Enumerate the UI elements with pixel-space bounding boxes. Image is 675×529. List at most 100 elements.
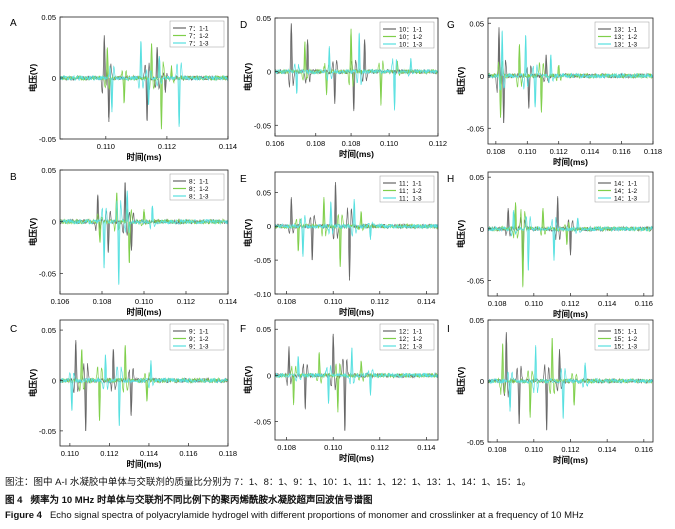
legend: 10：1-110：1-210：1-3 [379, 21, 435, 49]
x-tick-label: 0.110 [135, 297, 153, 306]
series-line-3 [275, 200, 438, 256]
plot-frame [59, 319, 229, 447]
figure-note: 图注：图中 A-I 水凝胶中单体与交联剂的质量比分别为 7：1、8：1、9：1、… [5, 477, 532, 488]
series-line-2 [60, 346, 228, 421]
series-line-3 [275, 348, 438, 404]
series-line-2 [275, 353, 438, 411]
x-axis-label: 时间(ms) [127, 307, 162, 317]
y-tick-label: 0 [52, 376, 56, 385]
series-line-3 [60, 191, 228, 285]
figure-en-label: Figure 4 [5, 510, 42, 521]
y-tick-label: 0 [480, 225, 484, 234]
series-group [275, 182, 438, 281]
panel-label: B [10, 172, 17, 183]
x-tick-label: 0.114 [598, 445, 616, 454]
panel-label: A [10, 18, 17, 29]
y-tick-label: 0 [480, 72, 484, 81]
series-line-3 [60, 40, 228, 126]
figure-cn-label: 图 4 [5, 495, 23, 506]
legend-item: 10：1-1 [399, 27, 423, 34]
series-line-1 [60, 182, 228, 252]
y-axis-label: 电压(V) [28, 369, 38, 398]
series-group [488, 196, 653, 288]
series-line-1 [60, 341, 228, 431]
legend-item: 14：1-3 [614, 196, 638, 203]
series-group [488, 27, 653, 123]
series-group [275, 333, 438, 431]
y-tick-label: 0 [267, 222, 271, 231]
chart-panel-g: G 0.05 0 -0.05 0.108 0.110 0.112 0.114 0.116 0.11… [447, 17, 662, 167]
series-line-3 [488, 30, 653, 107]
y-tick-label: -0.05 [254, 418, 271, 427]
x-axis-label: 时间(ms) [553, 157, 588, 167]
x-tick-label: 0.112 [550, 147, 568, 156]
legend-item: 7：1-1 [189, 26, 209, 33]
x-tick-label: 0.114 [417, 297, 435, 306]
y-tick-label: 0 [267, 371, 271, 380]
legend-item: 11：1-1 [399, 181, 422, 188]
x-tick-label: 0.112 [177, 297, 195, 306]
x-tick-label: 0.114 [140, 449, 158, 458]
series-line-3 [488, 211, 653, 271]
legend-item: 15：1-3 [614, 344, 638, 351]
y-axis-label: 电压(V) [456, 220, 466, 249]
chart-panel-c: C 0.05 0 -0.05 0.110 0.112 0.114 0.116 0.118 时间(m… [10, 319, 237, 469]
figure-caption-en: Figure 4 Echo signal spectra of polyacryl… [5, 510, 584, 521]
plot-frame [274, 171, 439, 295]
series-line-2 [488, 45, 653, 117]
x-axis-label: 时间(ms) [339, 307, 374, 317]
y-axis-label: 电压(V) [28, 64, 38, 93]
series-group [60, 340, 228, 431]
chart-panel-f: F 0.05 0 -0.05 0.108 0.110 0.112 0.114 时间(ms) 电压(… [240, 319, 439, 463]
y-tick-label: 0.05 [41, 13, 56, 22]
y-tick-label: -0.05 [467, 277, 484, 286]
y-tick-label: 0.05 [256, 325, 271, 334]
legend-item: 8：1-2 [189, 186, 209, 193]
x-tick-label: 0.108 [488, 445, 507, 454]
figure-cn-text: 频率为 10 MHz 时单体与交联剂不同比例下的聚丙烯酰胺水凝胶超声回波信号谱图 [30, 495, 373, 506]
legend: 9：1-19：1-29：1-3 [169, 323, 225, 351]
y-tick-label: 0 [52, 218, 56, 227]
x-tick-label: 0.108 [277, 297, 296, 306]
x-axis-label: 时间(ms) [127, 152, 162, 162]
y-tick-label: -0.05 [254, 121, 271, 130]
series-line-3 [488, 345, 653, 419]
x-tick-label: 0.110 [525, 445, 543, 454]
legend-item: 9：1-1 [189, 329, 209, 336]
x-tick-label: 0.110 [97, 142, 115, 151]
series-group [488, 332, 653, 431]
x-axis-label: 时间(ms) [339, 149, 374, 159]
x-tick-label: 0.112 [561, 445, 579, 454]
y-tick-label: 0.05 [469, 19, 484, 28]
x-tick-label: 0.108 [486, 147, 505, 156]
figure-caption-cn: 图 4 频率为 10 MHz 时单体与交联剂不同比例下的聚丙烯酰胺水凝胶超声回波信… [5, 492, 372, 506]
x-tick-label: 0.112 [100, 449, 118, 458]
legend-item: 12：1-3 [399, 344, 423, 351]
x-tick-label: 0.106 [266, 139, 285, 148]
x-tick-label: 0.112 [429, 139, 447, 148]
y-tick-label: -0.05 [467, 438, 484, 447]
figure-svg: A 0.05 0 -0.05 0.110 0.112 0.114 时间(ms) 电压(V) 7：1… [10, 13, 662, 469]
legend-item: 11：1-2 [399, 188, 422, 195]
legend-item: 13：1-3 [614, 42, 638, 49]
legend-item: 14：1-2 [614, 188, 638, 195]
plot-frame [274, 319, 439, 441]
x-tick-label: 0.110 [61, 449, 79, 458]
y-axis-label: 电压(V) [456, 67, 466, 96]
chart-panel-a: A 0.05 0 -0.05 0.110 0.112 0.114 时间(ms) 电压(V) 7：1… [10, 13, 237, 162]
panel-label: E [240, 174, 247, 185]
x-tick-label: 0.108 [306, 139, 325, 148]
x-tick-label: 0.112 [371, 297, 389, 306]
chart-panel-h: H 0.05 0 -0.05 0.108 0.110 0.112 0.114 0.116 时间(m… [447, 171, 654, 319]
x-tick-label: 0.108 [277, 443, 296, 452]
x-tick-label: 0.116 [179, 449, 197, 458]
legend-item: 8：1-3 [189, 194, 209, 201]
chart-panel-b: B 0.05 0 -0.05 0.106 0.108 0.110 0.112 0.114 时间(m… [10, 166, 237, 317]
plot-frame [274, 17, 439, 137]
x-tick-label: 0.116 [635, 445, 653, 454]
x-axis-label: 时间(ms) [553, 309, 588, 319]
x-tick-label: 0.108 [488, 299, 507, 308]
x-tick-label: 0.108 [342, 139, 361, 148]
x-tick-label: 0.118 [644, 147, 662, 156]
series-group [275, 23, 438, 112]
